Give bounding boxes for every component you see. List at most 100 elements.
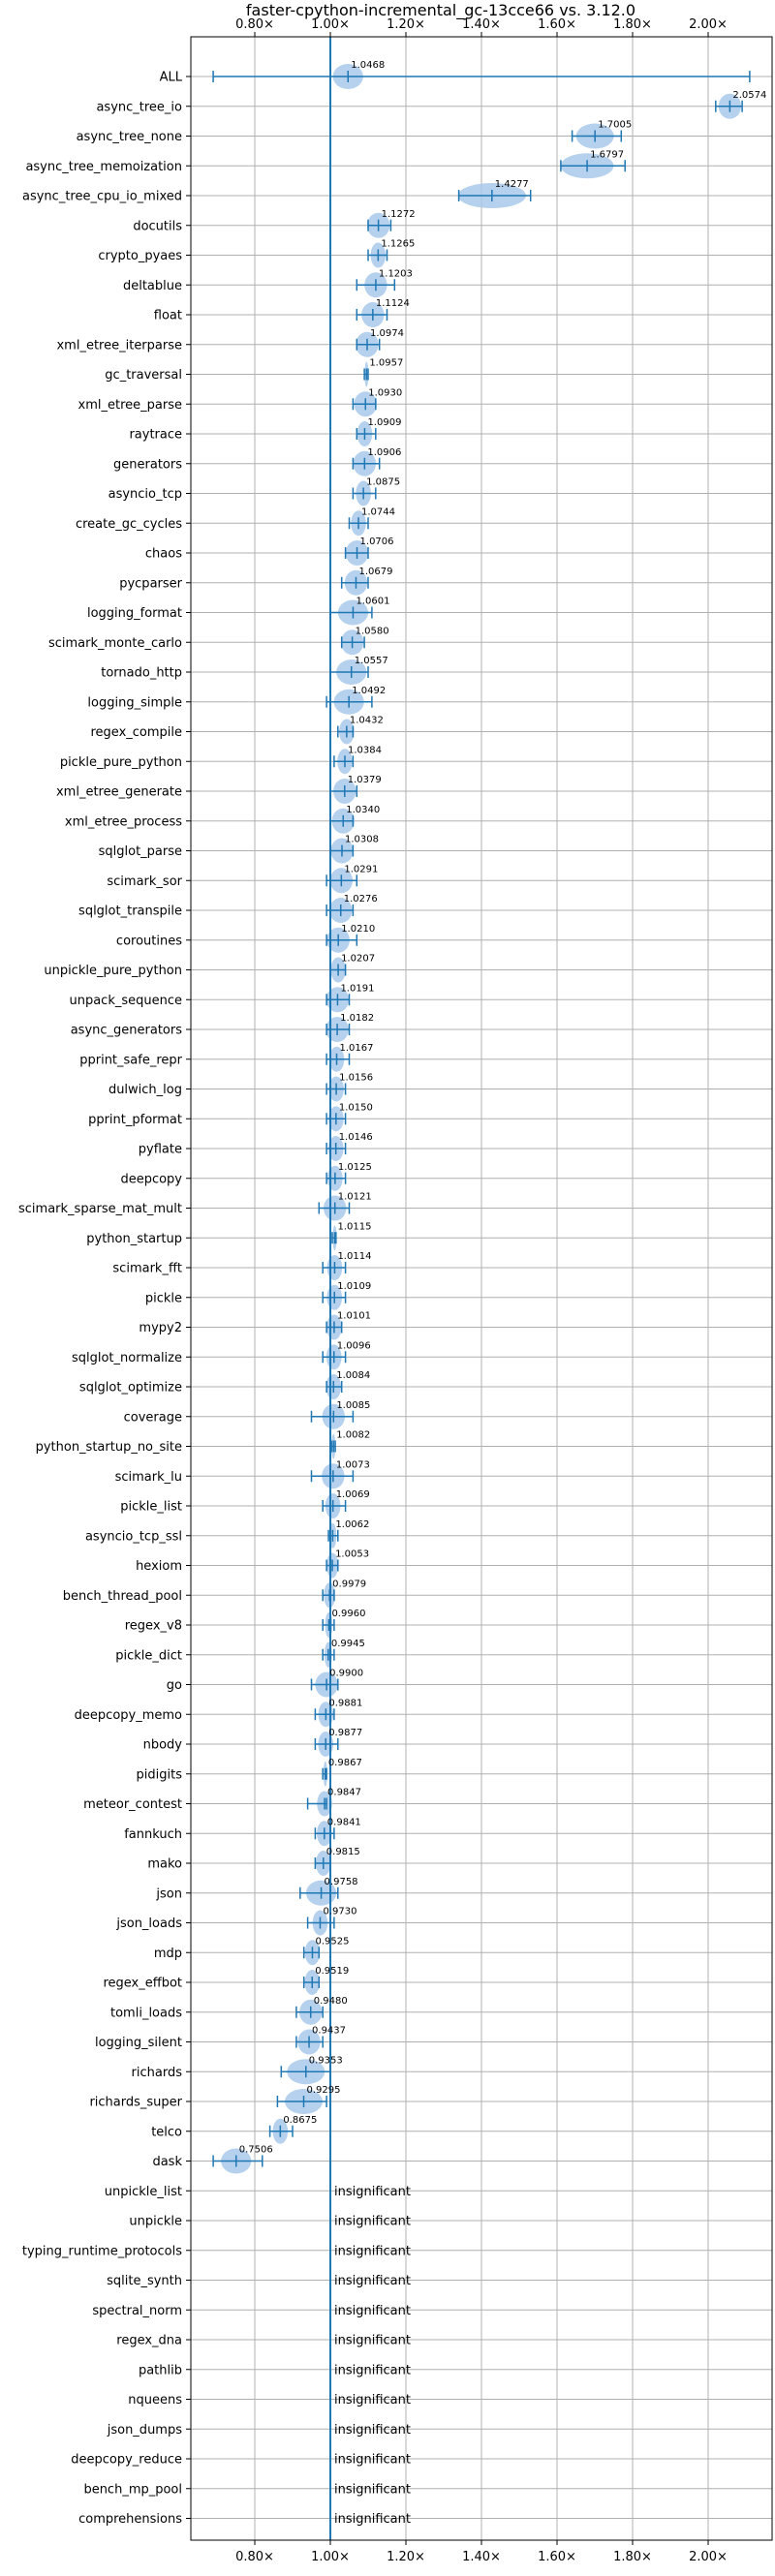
benchmark-label: pathlib <box>139 2363 182 2377</box>
benchmark-label: meteor_contest <box>83 1797 182 1812</box>
x-tick-label-bottom: 2.00× <box>689 2550 728 2564</box>
benchmark-label: scimark_monte_carlo <box>48 636 182 651</box>
benchmark-label: create_gc_cycles <box>76 517 182 532</box>
value-label: 0.9867 <box>328 1758 362 1768</box>
value-label: 1.6797 <box>590 149 624 160</box>
value-label: 0.9437 <box>312 2026 346 2037</box>
value-label: 1.0906 <box>367 447 401 458</box>
benchmark-label: regex_effbot <box>103 1977 182 1991</box>
value-label: 1.0210 <box>341 924 375 935</box>
benchmark-label: mako <box>147 1857 182 1872</box>
value-label: 1.0053 <box>335 1549 369 1560</box>
value-label: 0.9945 <box>331 1639 365 1649</box>
benchmark-label: regex_v8 <box>125 1619 182 1634</box>
x-tick-label-top: 1.20× <box>387 17 425 32</box>
value-label: 1.0492 <box>352 686 386 696</box>
benchmark-label: logging_format <box>87 606 182 621</box>
value-label: 1.0146 <box>339 1132 373 1143</box>
benchmark-label: fannkuch <box>124 1827 182 1842</box>
insignificant-label: insignificant <box>334 2482 411 2497</box>
benchmark-label: dask <box>152 2155 182 2169</box>
insignificant-label: insignificant <box>334 2512 411 2527</box>
benchmark-label: python_startup <box>86 1232 182 1246</box>
insignificant-label: insignificant <box>334 2215 411 2229</box>
insignificant-label: insignificant <box>334 2393 411 2407</box>
whisker-layer <box>212 71 751 2167</box>
x-tick-label-top: 0.80× <box>235 17 274 32</box>
value-label: 1.0557 <box>355 656 388 666</box>
value-label: 0.9730 <box>323 1907 356 1917</box>
benchmark-label: go <box>167 1678 182 1693</box>
benchmark-label: sqlglot_normalize <box>72 1351 182 1365</box>
benchmark-label: scimark_fft <box>112 1262 182 1276</box>
x-tick-label-bottom: 1.20× <box>387 2550 425 2564</box>
benchmark-label: logging_silent <box>95 2036 182 2050</box>
x-tick-label-bottom: 1.00× <box>311 2550 350 2564</box>
x-tick-label-bottom: 1.40× <box>462 2550 501 2564</box>
x-tick-label-top: 1.80× <box>613 17 652 32</box>
benchmark-label: json_dumps <box>107 2423 182 2438</box>
benchmark-label: docutils <box>133 219 182 233</box>
benchmark-label: bench_thread_pool <box>63 1589 182 1604</box>
benchmark-label: async_tree_io <box>96 100 182 114</box>
benchmark-label: scimark_sor <box>107 874 182 889</box>
x-tick-label-top: 1.00× <box>311 17 350 32</box>
benchmark-label: pyflate <box>139 1143 182 1157</box>
insignificant-label: insignificant <box>334 2453 411 2468</box>
benchmark-label: coroutines <box>116 934 182 948</box>
benchmark-label: mdp <box>154 1947 182 1961</box>
value-label: 1.0125 <box>338 1162 372 1173</box>
insignificant-label: insignificant <box>334 2244 411 2258</box>
benchmark-label: deepcopy_reduce <box>71 2453 182 2468</box>
value-label: 1.0308 <box>345 835 379 845</box>
value-label: 0.9480 <box>314 1996 348 2007</box>
value-label: 0.9881 <box>328 1698 362 1708</box>
value-label: 1.0101 <box>337 1311 371 1322</box>
x-tick-label-top: 2.00× <box>689 17 728 32</box>
benchmark-label: xml_etree_iterparse <box>56 338 182 353</box>
label-layer: 1.0468 2.0574 1.7005 1.6797 1.4277 1.1272 1.12… <box>239 60 767 2527</box>
value-label: 1.0580 <box>356 626 389 636</box>
value-label: 1.1272 <box>382 209 416 220</box>
value-label: 1.1203 <box>379 268 413 279</box>
benchmark-label: richards_super <box>89 2096 182 2110</box>
benchmark-label: scimark_lu <box>115 1470 182 1485</box>
value-label: 0.9758 <box>325 1877 358 1887</box>
value-label: 1.0468 <box>351 60 385 71</box>
value-label: 1.0432 <box>350 716 384 726</box>
value-label: 1.4277 <box>495 179 529 190</box>
value-label: 1.0744 <box>361 506 395 517</box>
value-label: 0.8675 <box>283 2115 317 2126</box>
x-tick-label-bottom: 0.80× <box>235 2550 274 2564</box>
x-tick-label-bottom: 1.80× <box>613 2550 652 2564</box>
insignificant-label: insignificant <box>334 2274 411 2288</box>
benchmark-label: dulwich_log <box>108 1083 182 1097</box>
benchmark-label: mypy2 <box>139 1321 182 1335</box>
benchmark-label: coverage <box>124 1410 182 1425</box>
value-label: 1.0379 <box>348 775 382 785</box>
x-tick-label-bottom: 1.60× <box>538 2550 576 2564</box>
value-label: 0.9847 <box>327 1788 361 1798</box>
value-label: 1.1265 <box>381 239 415 250</box>
value-label: 1.0957 <box>369 358 403 369</box>
benchmark-label: logging_simple <box>87 695 182 710</box>
benchmark-label: pickle <box>145 1291 182 1305</box>
benchmark-label: generators <box>113 457 182 472</box>
insignificant-label: insignificant <box>334 2334 411 2348</box>
value-label: 1.0679 <box>358 567 392 577</box>
benchmark-label: async_tree_memoization <box>25 160 182 174</box>
value-label: 1.0384 <box>348 745 382 755</box>
value-label: 1.0121 <box>338 1192 372 1203</box>
value-label: 1.0340 <box>346 805 380 815</box>
value-label: 1.0085 <box>336 1400 370 1411</box>
benchmark-label: typing_runtime_protocols <box>22 2244 182 2258</box>
value-label: 0.9353 <box>309 2055 343 2066</box>
value-label: 1.0930 <box>368 387 402 398</box>
benchmark-label: crypto_pyaes <box>98 249 182 263</box>
value-label: 0.9979 <box>332 1579 366 1589</box>
value-label: 0.7506 <box>239 2145 273 2156</box>
value-label: 1.0167 <box>340 1043 374 1054</box>
value-label: 0.9525 <box>315 1936 349 1947</box>
benchmark-label: richards <box>132 2066 183 2080</box>
value-label: 1.0096 <box>337 1340 371 1351</box>
